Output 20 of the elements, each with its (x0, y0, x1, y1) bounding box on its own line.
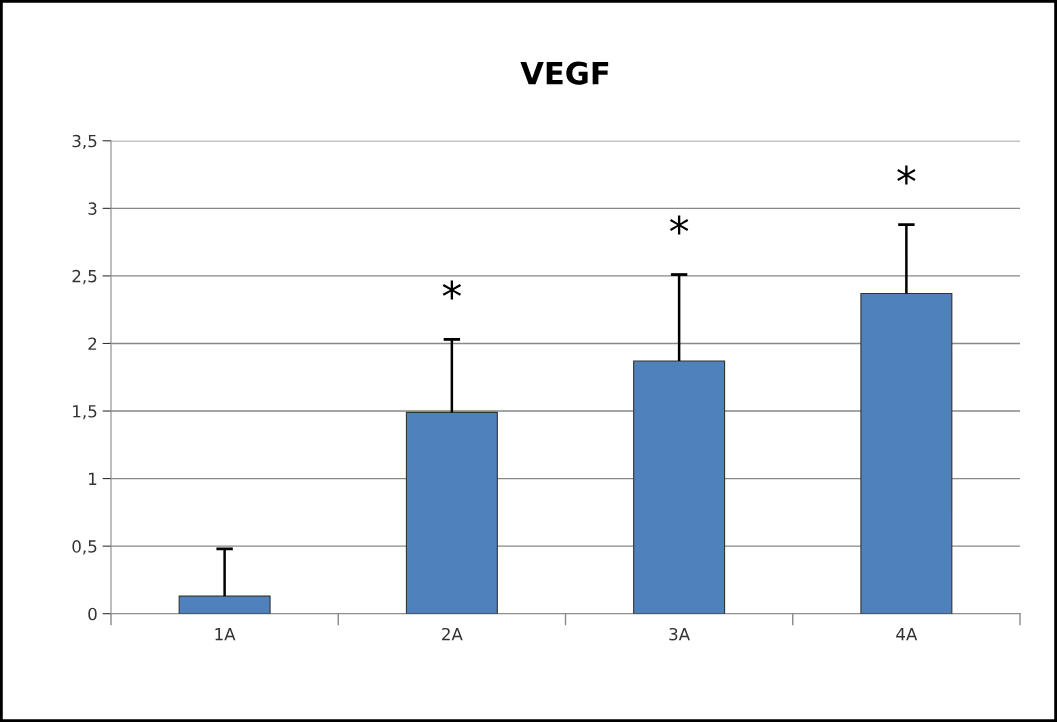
y-tick-label: 2,5 (72, 269, 97, 285)
y-tick-label: 2 (88, 337, 97, 350)
x-tick-label: 1A (215, 628, 236, 641)
bar (633, 360, 726, 614)
y-tick-label: 3,5 (72, 134, 97, 150)
bar (178, 595, 271, 614)
annotation: * (897, 165, 916, 185)
y-tick-label: 0,5 (72, 540, 97, 555)
x-tick-label: 4A (896, 628, 918, 641)
bar (860, 292, 953, 614)
y-tick-label: 3 (88, 202, 97, 215)
bar (405, 411, 498, 614)
chart-title: VEGF (520, 61, 609, 85)
y-tick-label: 0 (88, 607, 97, 621)
annotation: * (669, 215, 689, 235)
y-tick-label: 1 (89, 472, 97, 485)
x-tick-label: 2A (442, 627, 463, 641)
y-tick-label: 1,5 (73, 405, 97, 420)
x-tick-label: 3A (669, 627, 690, 641)
annotation: * (442, 280, 462, 300)
